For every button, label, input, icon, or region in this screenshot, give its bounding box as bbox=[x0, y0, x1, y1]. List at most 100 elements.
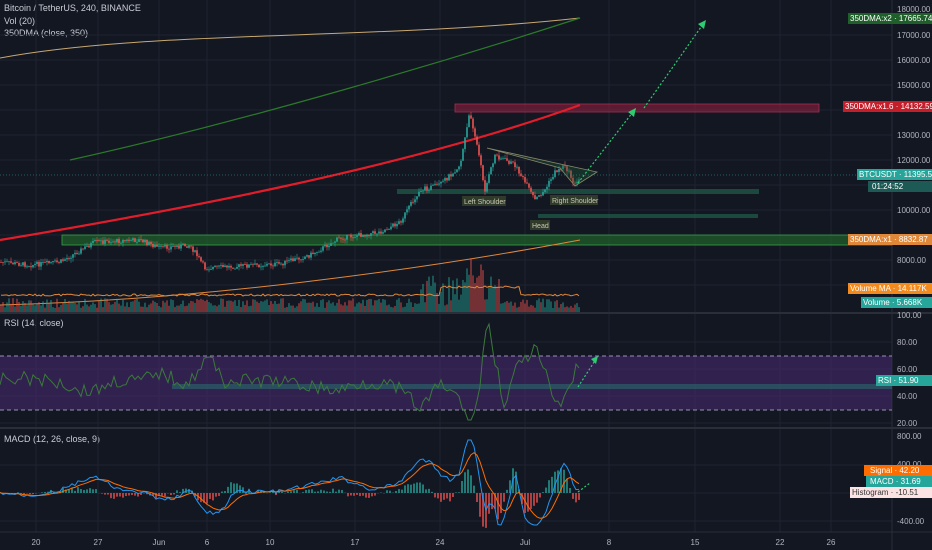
volume-bar bbox=[454, 294, 456, 312]
time-axis[interactable]: 20 27 Jun 6 10 17 24 Jul 8 15 22 26 bbox=[32, 538, 836, 547]
volume-bar bbox=[354, 306, 356, 312]
histogram-bar bbox=[419, 482, 421, 493]
volume-bar bbox=[360, 303, 362, 312]
histogram-bar bbox=[215, 493, 217, 497]
volume-bar bbox=[496, 286, 498, 312]
histogram-bar bbox=[293, 490, 295, 493]
volume-bar bbox=[86, 304, 88, 312]
candle-body bbox=[126, 239, 128, 241]
volume-bar bbox=[412, 306, 414, 312]
volume-bar bbox=[148, 304, 150, 312]
histogram-bar bbox=[161, 493, 163, 496]
histogram-bar bbox=[101, 493, 103, 494]
candle-body bbox=[402, 218, 404, 223]
volume-bar bbox=[450, 300, 452, 312]
candle-body bbox=[112, 241, 114, 243]
price-axis[interactable]: 18000.00 17000.00 16000.00 15000.00 1300… bbox=[897, 5, 931, 320]
candle-body bbox=[32, 264, 34, 268]
volume-bar bbox=[502, 303, 504, 312]
candle-body bbox=[64, 259, 66, 261]
histogram-bar bbox=[491, 493, 493, 510]
candle-body bbox=[178, 245, 180, 249]
candle-body bbox=[122, 240, 124, 243]
volume-bar bbox=[396, 299, 398, 312]
volume-bar bbox=[452, 280, 454, 312]
volume-bar bbox=[234, 300, 236, 312]
candle-body bbox=[196, 250, 198, 257]
candle-body bbox=[266, 263, 268, 266]
candle-body bbox=[506, 158, 508, 161]
histogram-bar bbox=[398, 489, 400, 493]
histogram-bar bbox=[248, 488, 250, 493]
histogram-bar bbox=[86, 489, 88, 493]
volume-bar bbox=[316, 303, 318, 312]
volume-bar bbox=[534, 307, 536, 312]
candle-body bbox=[158, 246, 160, 248]
histogram-bar bbox=[566, 478, 568, 493]
volume-bar bbox=[246, 300, 248, 312]
volume-bar bbox=[460, 294, 462, 312]
candle-body bbox=[114, 241, 116, 243]
volume-bar bbox=[6, 302, 8, 312]
volume-bar bbox=[212, 305, 214, 312]
volume-bar bbox=[82, 306, 84, 312]
candle-body bbox=[416, 196, 418, 200]
candle-body bbox=[168, 248, 170, 250]
histogram-bar bbox=[530, 493, 532, 509]
candle-body bbox=[356, 235, 358, 237]
candle-body bbox=[324, 244, 326, 247]
histogram-bar bbox=[287, 491, 289, 493]
candle-body bbox=[124, 240, 126, 241]
histogram-bar bbox=[428, 488, 430, 493]
volume-bar bbox=[554, 301, 556, 312]
volume-bar bbox=[146, 307, 148, 312]
histogram-bar bbox=[434, 493, 436, 498]
candle-body bbox=[388, 229, 390, 231]
volume-indicator-title[interactable]: Vol (20) bbox=[4, 16, 36, 26]
candle-body bbox=[248, 264, 250, 268]
rsi-pane-title[interactable]: RSI (14, close) bbox=[4, 318, 64, 328]
volume-bar bbox=[40, 305, 42, 312]
volume-bar bbox=[190, 300, 192, 312]
candle-body bbox=[26, 266, 28, 268]
candle-body bbox=[190, 245, 192, 247]
macd-pane-title[interactable]: MACD (12, 26, close, 9) bbox=[4, 434, 101, 444]
macd-axis[interactable]: 800.00 400.00 -400.00 bbox=[897, 432, 925, 526]
candle-body bbox=[548, 180, 550, 187]
volume-bar bbox=[274, 300, 276, 312]
volume-bar bbox=[72, 302, 74, 312]
candle-body bbox=[572, 177, 574, 183]
projection-arrow-2 bbox=[643, 19, 707, 109]
volume-bar bbox=[202, 299, 204, 312]
candle-body bbox=[504, 158, 506, 160]
volume-bar bbox=[578, 307, 580, 312]
histogram-bar bbox=[200, 493, 202, 503]
volume-bar bbox=[326, 302, 328, 312]
histogram-bar bbox=[236, 483, 238, 493]
candle-body bbox=[150, 241, 152, 244]
volume-bar bbox=[542, 298, 544, 312]
volume-bar bbox=[526, 299, 528, 312]
candle-body bbox=[144, 239, 146, 243]
symbol-title[interactable]: Bitcoin / TetherUS, 240, BINANCE bbox=[4, 3, 141, 13]
volume-bar bbox=[470, 258, 472, 312]
candle-body bbox=[576, 181, 578, 184]
histogram-bar bbox=[305, 489, 307, 493]
histogram-bar bbox=[455, 492, 457, 493]
volume-bar bbox=[572, 307, 574, 312]
histogram-bar bbox=[278, 491, 280, 493]
volume-bar bbox=[226, 300, 228, 312]
volume-bar bbox=[56, 298, 58, 312]
histogram-bar bbox=[29, 493, 31, 495]
candle-body bbox=[444, 178, 446, 181]
histogram-bar bbox=[218, 493, 220, 496]
candle-body bbox=[568, 170, 570, 172]
candle-body bbox=[58, 262, 60, 263]
candle-body bbox=[300, 259, 302, 261]
volume-bar bbox=[374, 300, 376, 312]
rsi-axis[interactable]: 80.00 60.00 40.00 20.00 bbox=[897, 338, 918, 428]
dma-indicator-title[interactable]: 350DMA (close, 350) bbox=[4, 28, 89, 38]
candle-body bbox=[412, 201, 414, 203]
candle-body bbox=[262, 266, 264, 267]
